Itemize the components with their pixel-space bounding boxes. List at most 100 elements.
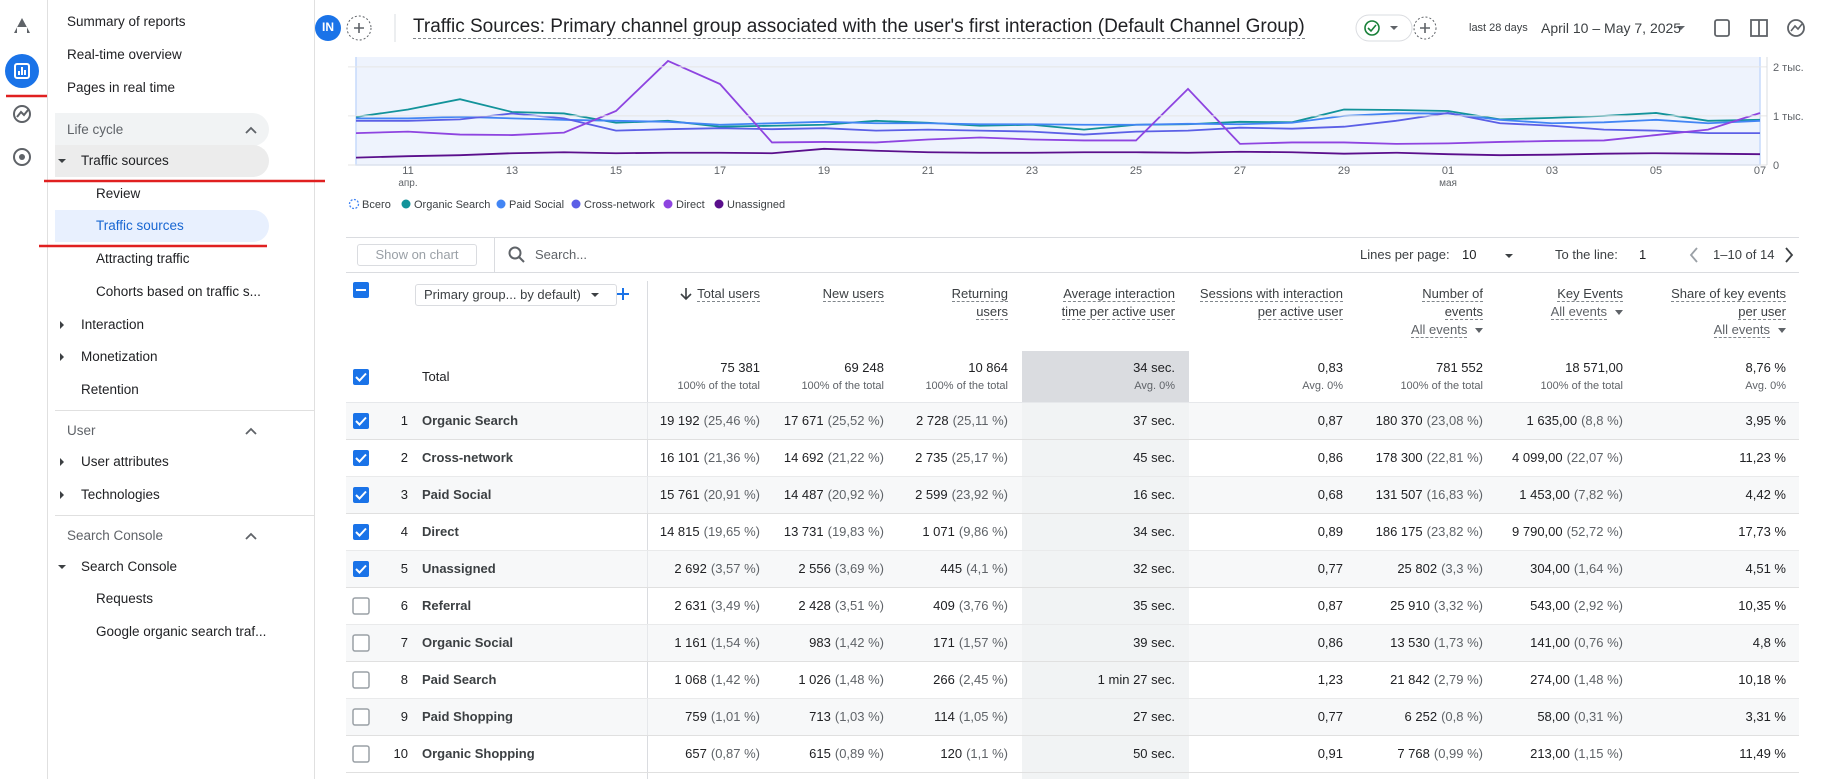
- add-comparison[interactable]: [346, 15, 372, 41]
- legend-swatch[interactable]: [571, 199, 581, 209]
- column-label[interactable]: Number of events: [1422, 286, 1483, 320]
- add-button[interactable]: [1413, 16, 1437, 40]
- nav-subitem[interactable]: Google organic search traf...: [96, 624, 267, 639]
- collapse-chevron[interactable]: [245, 126, 257, 134]
- legend-label[interactable]: Cross-network: [584, 199, 655, 211]
- add-dimension[interactable]: [616, 287, 630, 301]
- filter-label[interactable]: All events: [1550, 304, 1607, 320]
- nav-subitem[interactable]: Cohorts based on traffic s...: [96, 283, 261, 299]
- legend-swatch[interactable]: [348, 198, 360, 210]
- filter-caret[interactable]: [1475, 328, 1484, 334]
- row-name[interactable]: Cross-network: [422, 450, 514, 465]
- legend-label[interactable]: Paid Social: [509, 199, 564, 211]
- expand-toggle[interactable]: [57, 490, 67, 500]
- home-icon[interactable]: [14, 18, 30, 33]
- row-checkbox[interactable]: [352, 523, 370, 541]
- row-checkbox[interactable]: [352, 368, 370, 386]
- nav-subitem[interactable]: Traffic sources: [96, 218, 184, 234]
- dimension-caret[interactable]: [590, 290, 600, 300]
- nav-item[interactable]: Retention: [81, 381, 139, 397]
- row-checkbox[interactable]: [352, 634, 370, 652]
- nav-item[interactable]: Traffic sources: [81, 153, 169, 168]
- section-title[interactable]: User: [67, 422, 96, 438]
- nav-item[interactable]: Interaction: [81, 316, 145, 332]
- column-label[interactable]: Returning users: [951, 286, 1008, 320]
- column-label[interactable]: Average interaction time per active user: [1061, 286, 1175, 320]
- row-name[interactable]: Organic Shopping: [422, 746, 535, 761]
- row-checkbox[interactable]: [352, 708, 370, 726]
- row-name[interactable]: Paid Social: [422, 487, 492, 502]
- row-checkbox[interactable]: [352, 281, 370, 299]
- row-name[interactable]: Unassigned: [422, 561, 496, 576]
- pager-arrows[interactable]: [1688, 245, 1808, 265]
- nav-item[interactable]: Summary of reports: [67, 14, 186, 29]
- dimension-selector[interactable]: Primary group... by default): [415, 284, 617, 306]
- column-label[interactable]: Sessions with interaction per active use…: [1199, 286, 1343, 320]
- row-checkbox[interactable]: [352, 412, 370, 430]
- legend-swatch[interactable]: [663, 199, 673, 209]
- column-label[interactable]: Key Events: [1557, 286, 1623, 302]
- row-checkbox[interactable]: [352, 560, 370, 578]
- filter-label[interactable]: All events: [1411, 322, 1468, 338]
- row-checkbox[interactable]: [352, 449, 370, 467]
- legend-label[interactable]: Всего: [362, 199, 391, 211]
- search-input[interactable]: Search...: [535, 247, 588, 262]
- next-page[interactable]: [1785, 247, 1794, 263]
- nav-item[interactable]: Search Console: [81, 558, 178, 574]
- row-name[interactable]: Paid Shopping: [422, 709, 513, 724]
- legend-swatch[interactable]: [401, 199, 411, 209]
- section-title[interactable]: Search Console: [67, 527, 164, 543]
- show-on-chart-button[interactable]: Show on chart: [357, 244, 477, 266]
- lines-select[interactable]: 10: [1462, 247, 1477, 262]
- sort-arrow[interactable]: [680, 287, 692, 301]
- nav-item[interactable]: Pages in real time: [67, 80, 176, 95]
- column-filter[interactable]: All events: [1661, 321, 1786, 339]
- to-line-input[interactable]: 1: [1639, 247, 1647, 262]
- row-name[interactable]: Organic Search: [422, 413, 519, 428]
- filter-label[interactable]: All events: [1713, 322, 1770, 338]
- explore-icon[interactable]: [13, 105, 31, 123]
- lines-caret[interactable]: [1504, 251, 1514, 261]
- row-checkbox[interactable]: [352, 745, 370, 763]
- column-filter[interactable]: All events: [1523, 303, 1623, 321]
- section-title[interactable]: Life cycle: [67, 122, 124, 137]
- nav-item[interactable]: User attributes: [81, 453, 169, 469]
- nav-subitem[interactable]: Review: [96, 185, 141, 201]
- date-caret[interactable]: [1677, 26, 1685, 30]
- expand-toggle[interactable]: [57, 457, 67, 467]
- column-filter[interactable]: All events: [1411, 321, 1484, 339]
- row-name[interactable]: Referral: [422, 598, 472, 613]
- notes-icon[interactable]: [1714, 19, 1730, 37]
- column-label[interactable]: Share of key events per user: [1671, 286, 1786, 320]
- row-name[interactable]: Organic Social: [422, 635, 514, 650]
- expand-toggle[interactable]: [57, 320, 67, 330]
- advertising-icon[interactable]: [13, 148, 31, 166]
- row-checkbox[interactable]: [352, 597, 370, 615]
- collapse-chevron[interactable]: [245, 532, 257, 540]
- prev-page[interactable]: [1689, 247, 1698, 263]
- report-title[interactable]: Traffic Sources: Primary channel group a…: [413, 16, 1305, 39]
- column-label[interactable]: Total users: [697, 286, 760, 302]
- column-label[interactable]: New users: [822, 286, 884, 302]
- legend-label[interactable]: Direct: [676, 199, 705, 211]
- filter-caret[interactable]: [1778, 328, 1786, 334]
- legend-swatch[interactable]: [496, 199, 506, 209]
- nav-item[interactable]: Technologies: [81, 486, 160, 502]
- insights-icon[interactable]: [1787, 19, 1805, 37]
- legend-label[interactable]: Organic Search: [414, 199, 490, 211]
- nav-subitem[interactable]: Requests: [96, 591, 154, 607]
- period[interactable]: April 10 – May 7, 2025: [1541, 20, 1682, 36]
- row-checkbox[interactable]: [352, 671, 370, 689]
- expand-toggle[interactable]: [57, 562, 67, 572]
- row-name[interactable]: Paid Search: [422, 672, 497, 687]
- legend-swatch[interactable]: [714, 199, 724, 209]
- row-name[interactable]: Direct: [422, 524, 459, 539]
- expand-toggle[interactable]: [57, 352, 67, 362]
- collapse-chevron[interactable]: [245, 427, 257, 435]
- nav-subitem[interactable]: Attracting traffic: [96, 251, 190, 267]
- row-checkbox[interactable]: [352, 486, 370, 504]
- nav-item[interactable]: Real-time overview: [67, 47, 182, 62]
- legend-label[interactable]: Unassigned: [727, 199, 785, 211]
- nav-item[interactable]: Monetization: [81, 349, 158, 365]
- filter-caret[interactable]: [1615, 310, 1623, 316]
